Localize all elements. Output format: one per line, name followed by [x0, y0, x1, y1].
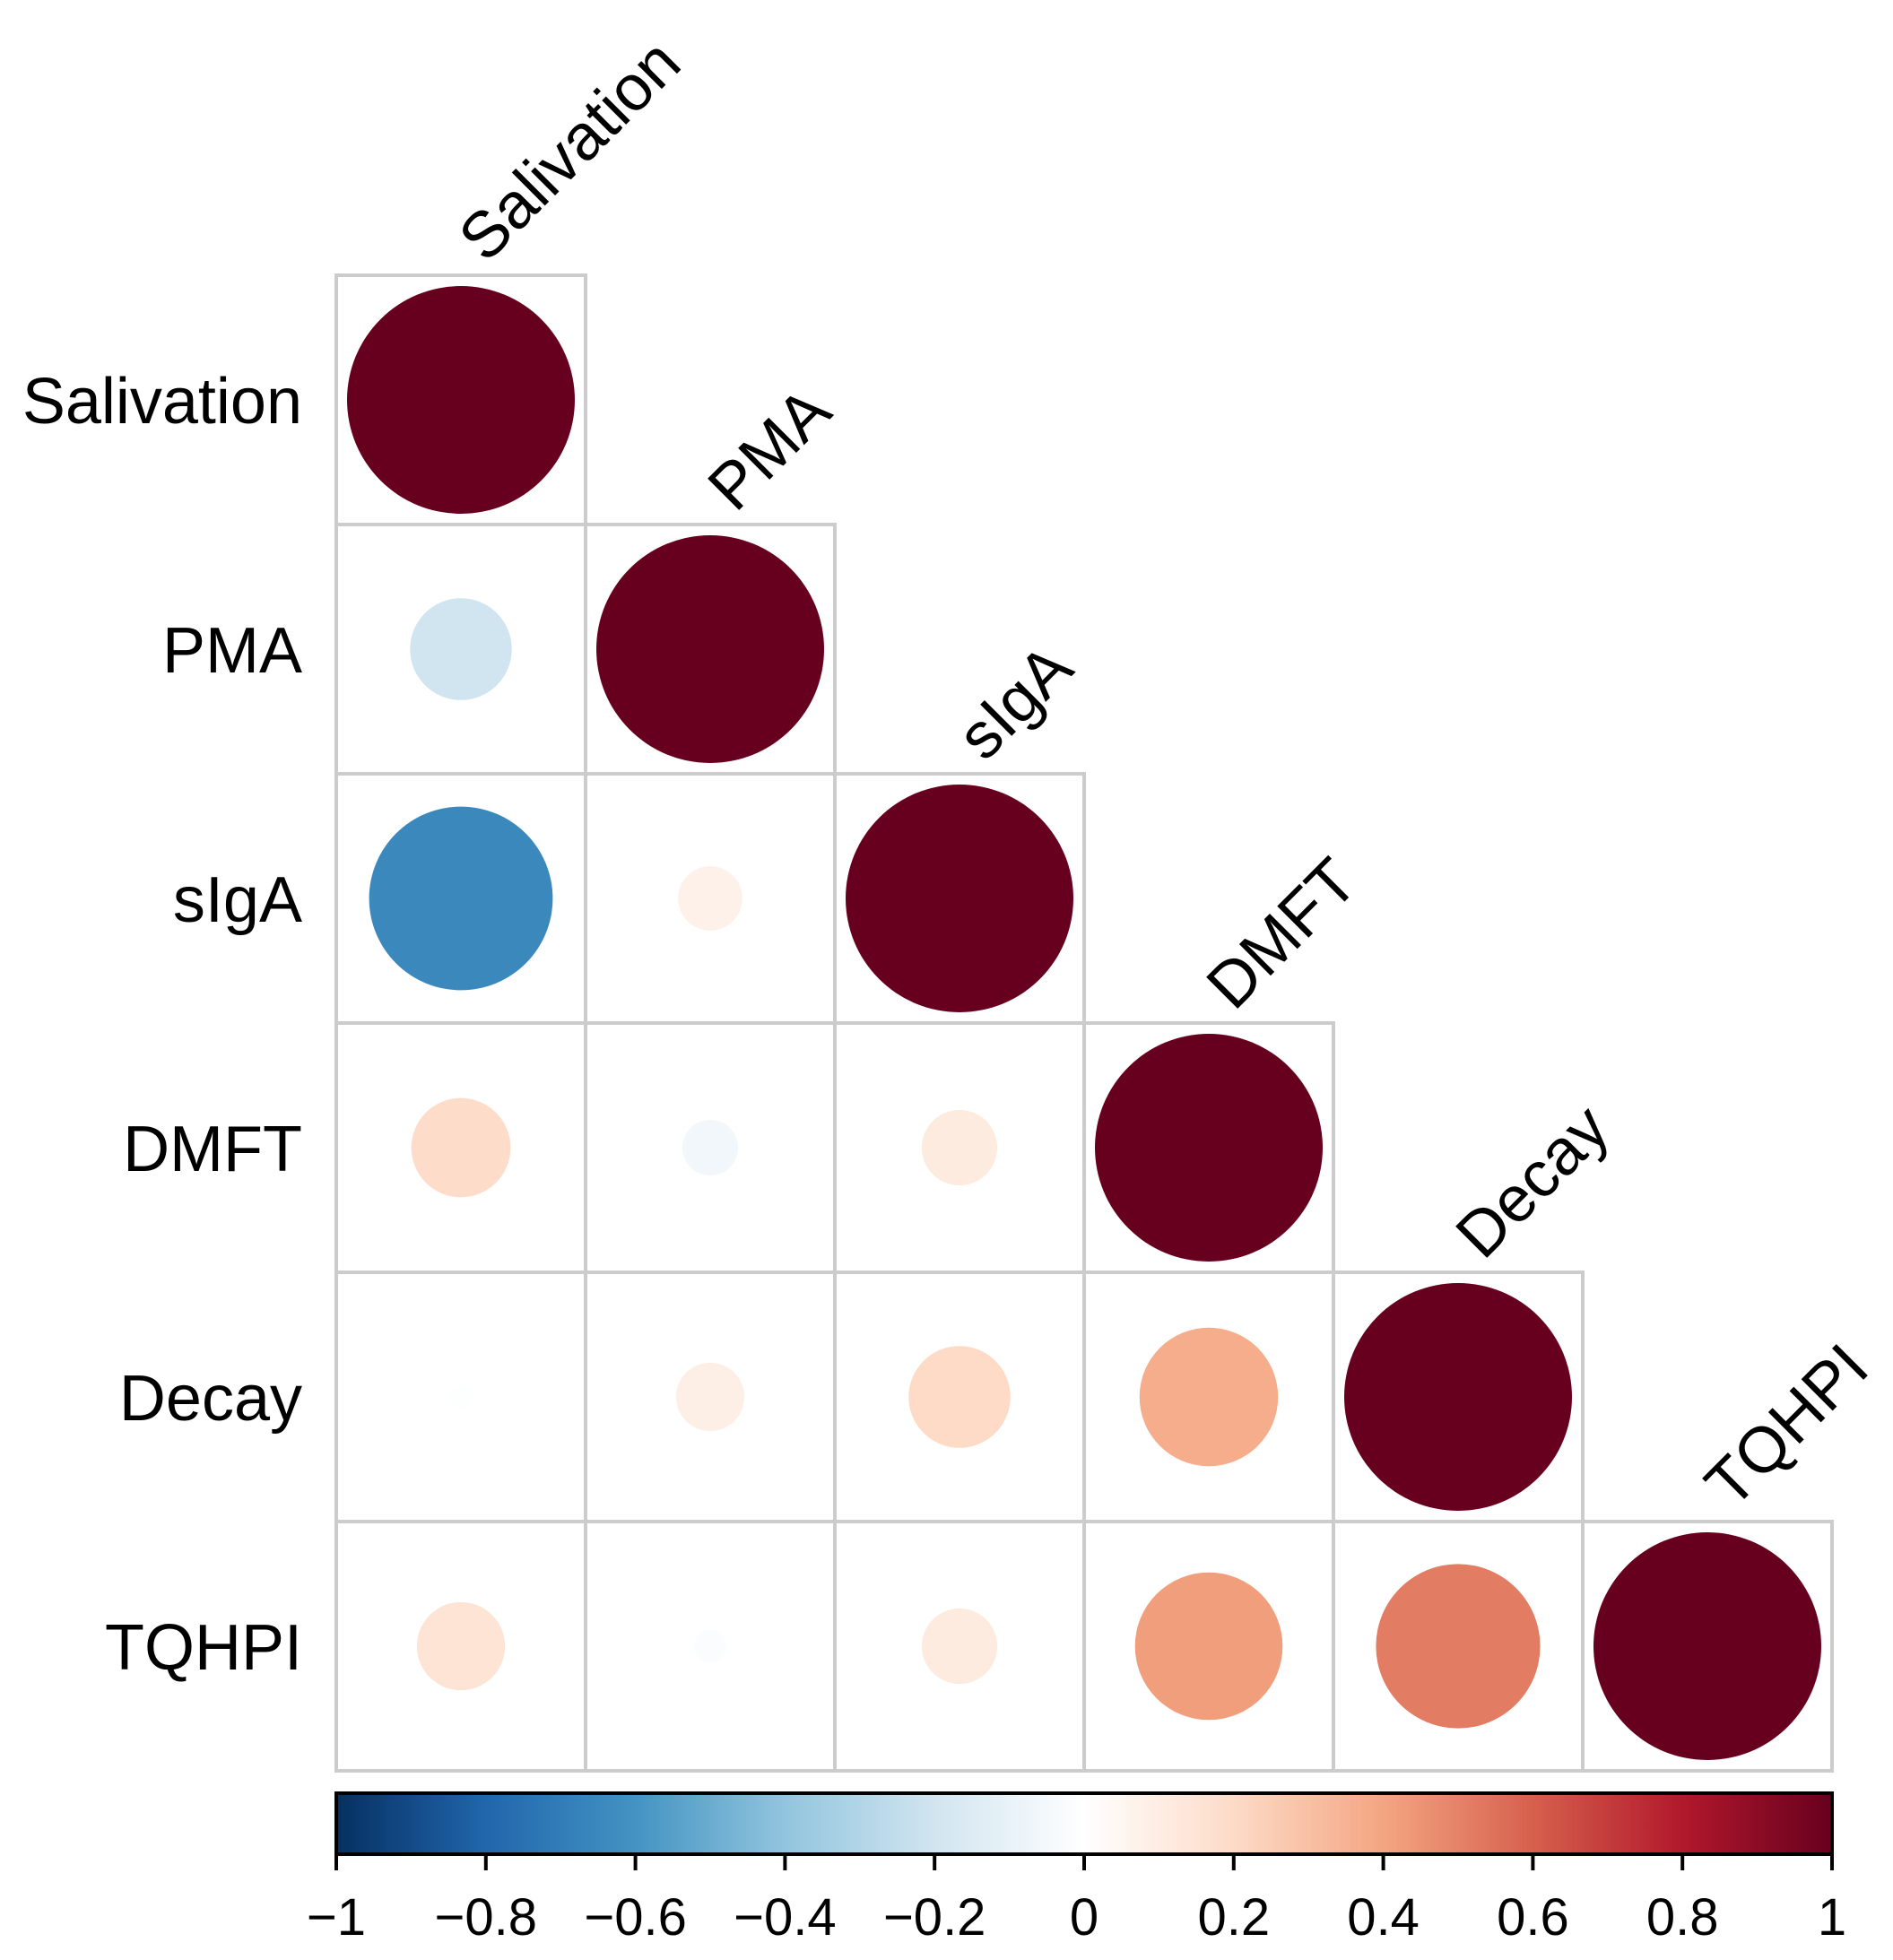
corr-circle-TQHPI-TQHPI: [1593, 1532, 1821, 1760]
row-label-DMFT: DMFT: [123, 1114, 302, 1185]
colorbar-tick-label: −1: [307, 1888, 366, 1947]
col-label-sIgA: sIgA: [944, 631, 1086, 773]
corr-circle-PMA-PMA: [596, 535, 824, 763]
corr-circle-Decay-PMA: [675, 1362, 745, 1432]
grid: [334, 273, 1834, 1773]
corr-circle-TQHPI-Salivation: [416, 1601, 506, 1691]
row-label-PMA: PMA: [162, 615, 302, 687]
colorbar-tick-label: 0.8: [1646, 1888, 1719, 1947]
col-label-PMA: PMA: [695, 374, 845, 524]
colorbar-tick-label: 0: [1070, 1888, 1098, 1947]
corr-circle-Salivation-Salivation: [347, 286, 575, 514]
corr-circle-DMFT-sIgA: [921, 1109, 998, 1186]
colorbar-tick-label: 0.4: [1347, 1888, 1420, 1947]
colorbar: −1 −0.8 −0.6 −0.4 −0.2 0 0.2 0.4 0.6 0.8 1: [307, 1791, 1846, 1947]
corr-circle-sIgA-sIgA: [846, 785, 1073, 1012]
corr-circle-Decay-Salivation: [449, 1385, 473, 1409]
colorbar-tick-label: −0.6: [584, 1888, 687, 1947]
corr-circle-PMA-Salivation: [410, 598, 512, 700]
corr-circle-DMFT-PMA: [682, 1119, 739, 1176]
colorbar-tick-label: 0.6: [1497, 1888, 1569, 1947]
col-label-DMFT: DMFT: [1194, 845, 1371, 1022]
colorbar-tick-label: −0.8: [435, 1888, 538, 1947]
corr-circle-DMFT-DMFT: [1095, 1034, 1323, 1262]
colorbar-tick-label: 0.2: [1197, 1888, 1270, 1947]
corr-circle-Decay-sIgA: [908, 1346, 1011, 1448]
row-label-Decay: Decay: [119, 1363, 302, 1435]
colorbar-tick-label: −0.4: [734, 1888, 837, 1947]
row-label-Salivation: Salivation: [22, 366, 302, 438]
corr-circle-TQHPI-Decay: [1376, 1564, 1541, 1729]
corr-circle-sIgA-PMA: [678, 866, 742, 931]
row-label-sIgA: sIgA: [173, 864, 302, 936]
colorbar-tick-label: 1: [1818, 1888, 1846, 1947]
row-labels: Salivation PMA sIgA DMFT Decay TQHPI: [22, 366, 302, 1684]
corr-circle-Decay-Decay: [1344, 1283, 1572, 1511]
corr-circle-Decay-DMFT: [1139, 1327, 1279, 1467]
col-label-Decay: Decay: [1443, 1091, 1623, 1271]
corr-circle-TQHPI-DMFT: [1134, 1572, 1283, 1721]
corr-circle-sIgA-Salivation: [369, 806, 553, 991]
row-label-TQHPI: TQHPI: [105, 1612, 302, 1684]
colorbar-tick-label: −0.2: [883, 1888, 986, 1947]
corr-circle-TQHPI-PMA: [694, 1630, 726, 1662]
corr-circle-TQHPI-sIgA: [921, 1608, 998, 1685]
circles: [347, 286, 1821, 1760]
colorbar-gradient: [334, 1791, 1834, 1856]
grid-cell-5-5: [1581, 1520, 1834, 1773]
col-label-TQHPI: TQHPI: [1692, 1331, 1882, 1521]
col-label-Salivation: Salivation: [446, 26, 694, 274]
corr-circle-DMFT-Salivation: [411, 1097, 511, 1198]
